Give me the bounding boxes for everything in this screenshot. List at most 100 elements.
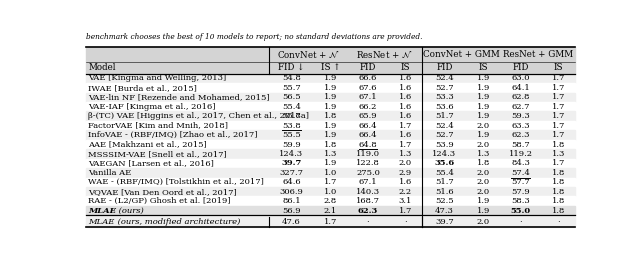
Bar	[86, 130, 575, 140]
Text: 67.6: 67.6	[358, 84, 377, 92]
Text: MLAE: MLAE	[88, 218, 115, 226]
Text: 1.8: 1.8	[552, 140, 565, 148]
Text: 67.1: 67.1	[358, 93, 377, 101]
Text: (ours, modified architecture): (ours, modified architecture)	[115, 218, 240, 226]
Text: 2.9: 2.9	[399, 169, 412, 177]
Bar	[86, 92, 575, 102]
Text: 124.3: 124.3	[280, 150, 303, 158]
Text: 140.3: 140.3	[356, 188, 380, 196]
Bar	[86, 218, 575, 227]
Text: 1.7: 1.7	[399, 122, 412, 130]
Text: 168.7: 168.7	[356, 197, 380, 205]
Text: 124.3: 124.3	[432, 150, 456, 158]
Text: 51.6: 51.6	[435, 188, 454, 196]
Text: 55.7: 55.7	[282, 84, 301, 92]
Bar	[86, 168, 575, 178]
Text: 54.8: 54.8	[282, 74, 301, 82]
Text: (ours): (ours)	[116, 207, 144, 215]
Text: 1.7: 1.7	[552, 84, 565, 92]
Text: FactorVAE [Kim and Mnih, 2018]: FactorVAE [Kim and Mnih, 2018]	[88, 122, 228, 130]
Text: FID: FID	[360, 63, 376, 72]
Text: VAE-IAF [Kingma et al., 2016]: VAE-IAF [Kingma et al., 2016]	[88, 103, 216, 111]
Text: 1.7: 1.7	[552, 103, 565, 111]
Text: 52.4: 52.4	[435, 122, 454, 130]
Text: VAE-lin NF [Rezende and Mohamed, 2015]: VAE-lin NF [Rezende and Mohamed, 2015]	[88, 93, 270, 101]
Text: 1.9: 1.9	[324, 122, 337, 130]
Text: 55.4: 55.4	[435, 169, 454, 177]
Text: 47.6: 47.6	[282, 218, 301, 226]
Text: AAE [Makhzani et al., 2015]: AAE [Makhzani et al., 2015]	[88, 140, 207, 148]
Text: 1.9: 1.9	[324, 84, 337, 92]
Text: 56.5: 56.5	[282, 93, 301, 101]
Text: MSSSIM-VAE [Snell et al., 2017]: MSSSIM-VAE [Snell et al., 2017]	[88, 150, 227, 158]
Text: 1.7: 1.7	[324, 178, 337, 186]
Text: 62.3: 62.3	[358, 207, 378, 215]
Text: 39.7: 39.7	[282, 160, 301, 167]
Text: 2.0: 2.0	[399, 160, 412, 167]
Text: 63.0: 63.0	[511, 74, 530, 82]
Text: 57.9: 57.9	[511, 188, 530, 196]
Text: 1.7: 1.7	[399, 207, 412, 215]
Text: 52.4: 52.4	[435, 74, 454, 82]
Text: 1.8: 1.8	[552, 197, 565, 205]
Text: ConvNet + GMM: ConvNet + GMM	[423, 50, 500, 59]
Text: 1.9: 1.9	[477, 197, 490, 205]
Text: 51.7: 51.7	[435, 112, 454, 120]
Text: 1.6: 1.6	[399, 84, 412, 92]
Text: 1.9: 1.9	[477, 131, 490, 139]
Text: 1.8: 1.8	[477, 160, 490, 167]
Text: β-(TC) VAE [Higgins et al., 2017, Chen et al., 2018a]: β-(TC) VAE [Higgins et al., 2017, Chen e…	[88, 112, 309, 120]
Text: 53.9: 53.9	[435, 140, 454, 148]
Text: 2.8: 2.8	[324, 197, 337, 205]
Text: 2.0: 2.0	[477, 188, 490, 196]
Text: 1.9: 1.9	[477, 93, 490, 101]
Text: ResNet + $\mathcal{N}$: ResNet + $\mathcal{N}$	[356, 49, 413, 60]
Bar	[86, 140, 575, 149]
Text: 64.6: 64.6	[282, 178, 301, 186]
Text: 122.8: 122.8	[356, 160, 380, 167]
Bar	[86, 112, 575, 121]
Text: 59.9: 59.9	[282, 140, 301, 148]
Text: 66.4: 66.4	[358, 131, 377, 139]
Text: 1.8: 1.8	[324, 112, 337, 120]
Text: 47.3: 47.3	[435, 207, 454, 215]
Text: Vanilla AE: Vanilla AE	[88, 169, 132, 177]
Text: IS: IS	[401, 63, 410, 72]
Text: 2.0: 2.0	[477, 169, 490, 177]
Text: 35.6: 35.6	[434, 160, 454, 167]
Text: 306.9: 306.9	[280, 188, 303, 196]
Text: 58.7: 58.7	[511, 140, 530, 148]
Text: 1.3: 1.3	[477, 150, 490, 158]
Text: 1.7: 1.7	[552, 93, 565, 101]
Text: 53.3: 53.3	[435, 93, 454, 101]
Text: 1.7: 1.7	[552, 160, 565, 167]
Text: 1.9: 1.9	[477, 103, 490, 111]
Text: VAEGAN [Larsen et al., 2016]: VAEGAN [Larsen et al., 2016]	[88, 160, 214, 167]
Bar	[86, 83, 575, 92]
Text: 55.0: 55.0	[511, 207, 531, 215]
Bar	[86, 159, 575, 168]
Text: 1.9: 1.9	[477, 112, 490, 120]
Text: ResNet + GMM: ResNet + GMM	[502, 50, 573, 59]
Text: MLAE: MLAE	[88, 207, 116, 215]
Text: 1.9: 1.9	[324, 131, 337, 139]
Text: 52.7: 52.7	[435, 131, 454, 139]
Text: 1.6: 1.6	[399, 131, 412, 139]
Text: ·: ·	[404, 218, 406, 226]
Text: 1.6: 1.6	[399, 93, 412, 101]
Text: 39.7: 39.7	[435, 218, 454, 226]
Text: 1.6: 1.6	[399, 74, 412, 82]
Text: 2.0: 2.0	[477, 140, 490, 148]
Text: 56.9: 56.9	[282, 207, 301, 215]
Text: 1.3: 1.3	[552, 150, 565, 158]
Text: InfoVAE - (RBF/IMQ) [Zhao et al., 2017]: InfoVAE - (RBF/IMQ) [Zhao et al., 2017]	[88, 131, 258, 139]
Text: 55.7: 55.7	[282, 112, 301, 120]
Text: 1.8: 1.8	[552, 188, 565, 196]
Bar	[86, 74, 575, 83]
Text: 1.3: 1.3	[324, 150, 337, 158]
Text: benchmark chooses the best of 10 models to report; no standard deviations are pr: benchmark chooses the best of 10 models …	[86, 33, 422, 41]
Text: 1.6: 1.6	[399, 112, 412, 120]
Text: 327.7: 327.7	[280, 169, 303, 177]
Text: VQVAE [Van Den Oord et al., 2017]: VQVAE [Van Den Oord et al., 2017]	[88, 188, 237, 196]
Text: 64.1: 64.1	[511, 84, 530, 92]
